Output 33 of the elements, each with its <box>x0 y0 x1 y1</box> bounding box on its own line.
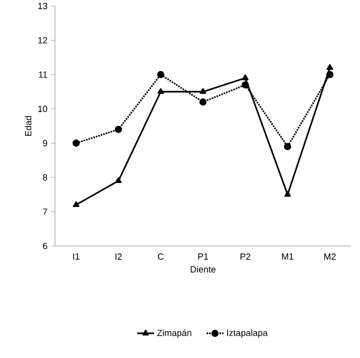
y-tick-label: 8 <box>42 174 48 181</box>
legend-label: Zimapán <box>157 329 192 338</box>
point <box>242 81 249 88</box>
point <box>199 98 207 106</box>
y-tick-label: 10 <box>38 106 48 112</box>
point <box>72 140 80 147</box>
point <box>115 177 122 184</box>
point <box>284 190 291 197</box>
legend-label: Iztapalapa <box>227 329 268 338</box>
x-tick-label: P1 <box>198 253 208 260</box>
point <box>200 88 206 94</box>
x-tick-label: C <box>158 253 164 260</box>
x-tick-label: I1 <box>73 253 80 260</box>
point <box>157 88 164 94</box>
x-tick-label: M1 <box>282 253 294 260</box>
y-tick-label: 13 <box>38 2 48 10</box>
x-axis-title: Diente <box>190 266 216 273</box>
point <box>326 70 334 78</box>
y-tick-label: 6 <box>43 242 48 250</box>
x-tick-label: I2 <box>116 253 122 260</box>
point <box>242 74 249 80</box>
point <box>326 64 334 70</box>
y-tick-label: 11 <box>38 71 48 78</box>
x-tick-label: M2 <box>324 253 336 260</box>
y-tick-label: 12 <box>38 37 48 44</box>
y-tick-label: 7 <box>43 208 48 215</box>
y-tick-label: 9 <box>42 140 48 146</box>
point <box>72 201 80 208</box>
point <box>284 142 292 150</box>
point <box>114 126 122 134</box>
y-axis-title: Edad <box>24 116 32 136</box>
x-tick-label: P2 <box>240 253 250 260</box>
point <box>157 70 164 78</box>
